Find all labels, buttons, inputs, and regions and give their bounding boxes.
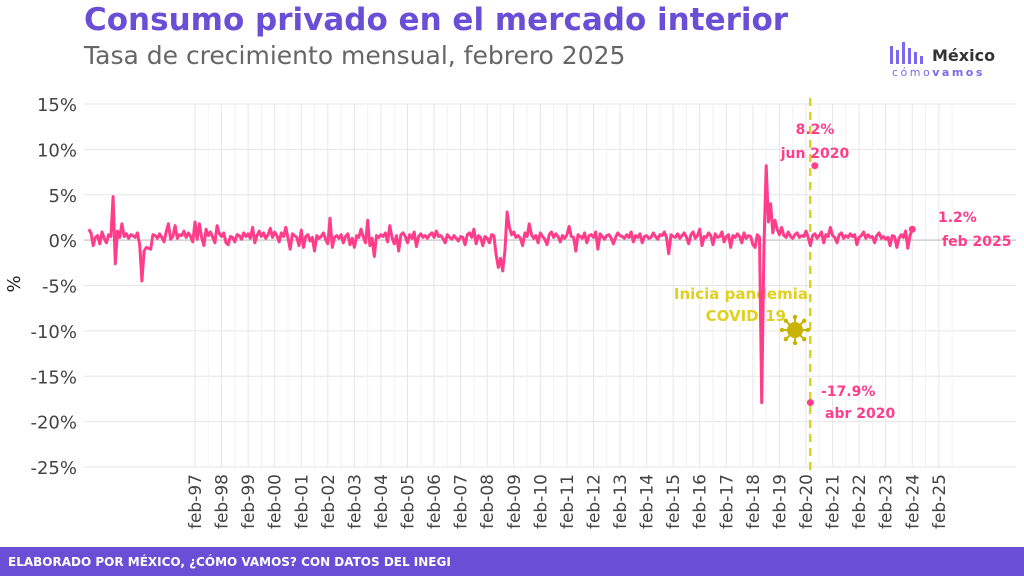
virus-spike-tip — [805, 327, 811, 333]
mexico-como-vamos-logo: México cómovamos — [890, 24, 1000, 84]
data-label-value: 1.2% — [938, 210, 977, 226]
x-tick-label: feb-20 — [797, 474, 817, 529]
x-tick-label: feb-01 — [292, 474, 312, 529]
x-tick-label: feb-05 — [399, 474, 419, 529]
x-tick-label: feb-22 — [850, 474, 870, 529]
x-tick-label: feb-10 — [531, 474, 551, 529]
x-tick-label: feb-97 — [186, 474, 206, 529]
footer-bar: ELABORADO POR MÉXICO, ¿CÓMO VAMOS? CON D… — [0, 547, 1024, 576]
x-tick-label: feb-15 — [664, 474, 684, 529]
logo-bar-icon — [914, 52, 917, 64]
virus-spike-tip — [783, 336, 789, 342]
footer-credit: ELABORADO POR MÉXICO, ¿CÓMO VAMOS? CON D… — [8, 555, 451, 569]
x-tick-label: feb-03 — [345, 474, 365, 529]
y-tick-label: 15% — [37, 95, 77, 116]
x-tick-label: feb-21 — [824, 474, 844, 529]
x-tick-label: feb-12 — [584, 474, 604, 529]
y-axis-tick-labels: 15% 10% 5% 0% -5% -10% -15% -20% -25% — [30, 95, 77, 479]
logo-bar-icon — [890, 46, 893, 64]
logo-tagline: cómovamos — [892, 66, 985, 79]
y-tick-label: 0% — [48, 231, 77, 252]
y-axis-label: % — [4, 275, 25, 292]
y-tick-label: -20% — [30, 413, 77, 434]
data-point-marker — [806, 399, 814, 407]
virus-spike-tip — [779, 327, 785, 333]
y-tick-label: -25% — [30, 458, 77, 479]
logo-bar-icon — [896, 50, 899, 64]
covid-annotation: Inicia pandemia COVID-19 — [674, 98, 812, 475]
y-tick-label: -5% — [42, 277, 77, 298]
consumo-series-line — [87, 164, 914, 405]
x-tick-label: feb-99 — [239, 474, 259, 529]
pandemic-label: COVID-19 — [706, 307, 786, 325]
data-point-markers — [806, 162, 916, 407]
x-tick-label: feb-08 — [478, 474, 498, 529]
y-tick-label: 5% — [48, 186, 77, 207]
data-point-marker — [908, 225, 916, 233]
x-tick-label: feb-13 — [611, 474, 631, 529]
y-tick-label: -15% — [30, 367, 77, 388]
pandemic-label: Inicia pandemia — [674, 285, 808, 303]
x-tick-label: feb-19 — [770, 474, 790, 529]
virus-spike-tip — [792, 340, 798, 346]
x-tick-label: feb-06 — [425, 474, 445, 529]
y-tick-label: -10% — [30, 322, 77, 343]
x-tick-label: feb-17 — [717, 474, 737, 529]
x-tick-label: feb-16 — [691, 474, 711, 529]
data-labels: 8.2% jun 2020 -17.9% abr 2020 1.2% feb 2025 — [780, 122, 1012, 422]
x-tick-label: feb-14 — [638, 474, 658, 529]
grid-lines — [84, 103, 1016, 468]
x-axis-tick-labels: feb-97 feb-98 feb-99 feb-00 feb-01 feb-02 feb-… — [186, 474, 950, 529]
x-tick-label: feb-98 — [213, 474, 233, 529]
data-label-value: -17.9% — [821, 384, 875, 400]
logo-bar-icon — [908, 48, 911, 64]
line-chart: 15%10%5%0%-5%-10%-15%-20%-25% feb-97 feb-… — [4, 95, 1016, 529]
chart-title: Consumo privado en el mercado interior — [84, 2, 789, 38]
virus-body — [787, 322, 803, 338]
data-label-date: abr 2020 — [825, 406, 895, 422]
virus-spike-tip — [801, 318, 807, 324]
logo-bar-icon — [902, 42, 905, 64]
virus-spike-tip — [783, 318, 789, 324]
x-tick-label: feb-04 — [372, 474, 392, 529]
x-tick-label: feb-23 — [877, 474, 897, 529]
virus-spike-tip — [801, 336, 807, 342]
x-tick-label: feb-02 — [319, 474, 339, 529]
x-tick-label: feb-11 — [558, 474, 578, 529]
x-tick-label: feb-09 — [505, 474, 525, 529]
x-tick-label: feb-24 — [903, 474, 923, 529]
data-label-date: feb 2025 — [942, 234, 1011, 250]
logo-name: México — [932, 46, 996, 65]
data-label-value: 8.2% — [796, 122, 835, 138]
x-tick-label: feb-00 — [266, 474, 286, 529]
chart-subtitle: Tasa de crecimiento mensual, febrero 202… — [84, 41, 626, 70]
data-label-date: jun 2020 — [780, 146, 850, 162]
virus-spike-tip — [792, 314, 798, 320]
x-tick-label: feb-25 — [930, 474, 950, 529]
logo-bar-icon — [920, 56, 923, 64]
series-line — [87, 164, 914, 405]
virus-icon — [779, 314, 811, 346]
x-tick-label: feb-18 — [744, 474, 764, 529]
x-tick-label: feb-07 — [452, 474, 472, 529]
data-point-marker — [811, 162, 819, 170]
y-tick-label: 10% — [37, 140, 77, 161]
